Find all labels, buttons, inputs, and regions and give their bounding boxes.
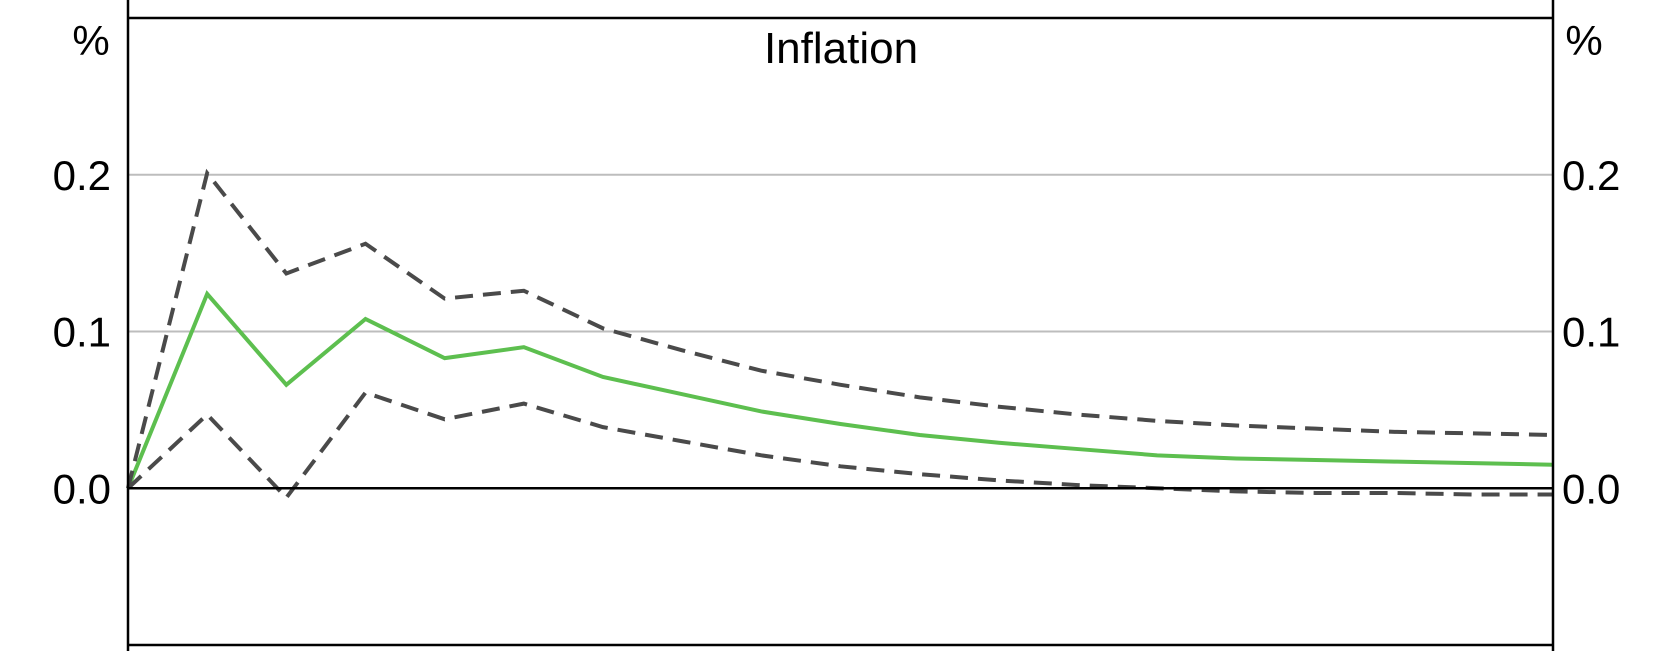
y-tick-label-left-1: 0.1	[53, 309, 111, 356]
series-line-1	[126, 168, 1554, 489]
series-line-0	[126, 290, 1554, 490]
series-lines	[126, 168, 1554, 501]
chart-title: Inflation	[764, 24, 918, 73]
y-tick-label-left-0: 0.0	[53, 465, 111, 512]
grid-lines	[128, 173, 1553, 333]
y-unit-left: %	[72, 17, 109, 64]
y-unit-right: %	[1565, 17, 1602, 64]
plot-frame	[126, 0, 1555, 651]
y-tick-label-right-1: 0.1	[1562, 309, 1620, 356]
y-tick-label-right-0: 0.0	[1562, 465, 1620, 512]
tick-labels: 0.0 0.0 0.1 0.1 0.2 0.2	[53, 152, 1621, 513]
y-tick-label-right-2: 0.2	[1562, 152, 1620, 199]
y-tick-label-left-2: 0.2	[53, 152, 111, 199]
series-line-2	[126, 390, 1553, 501]
